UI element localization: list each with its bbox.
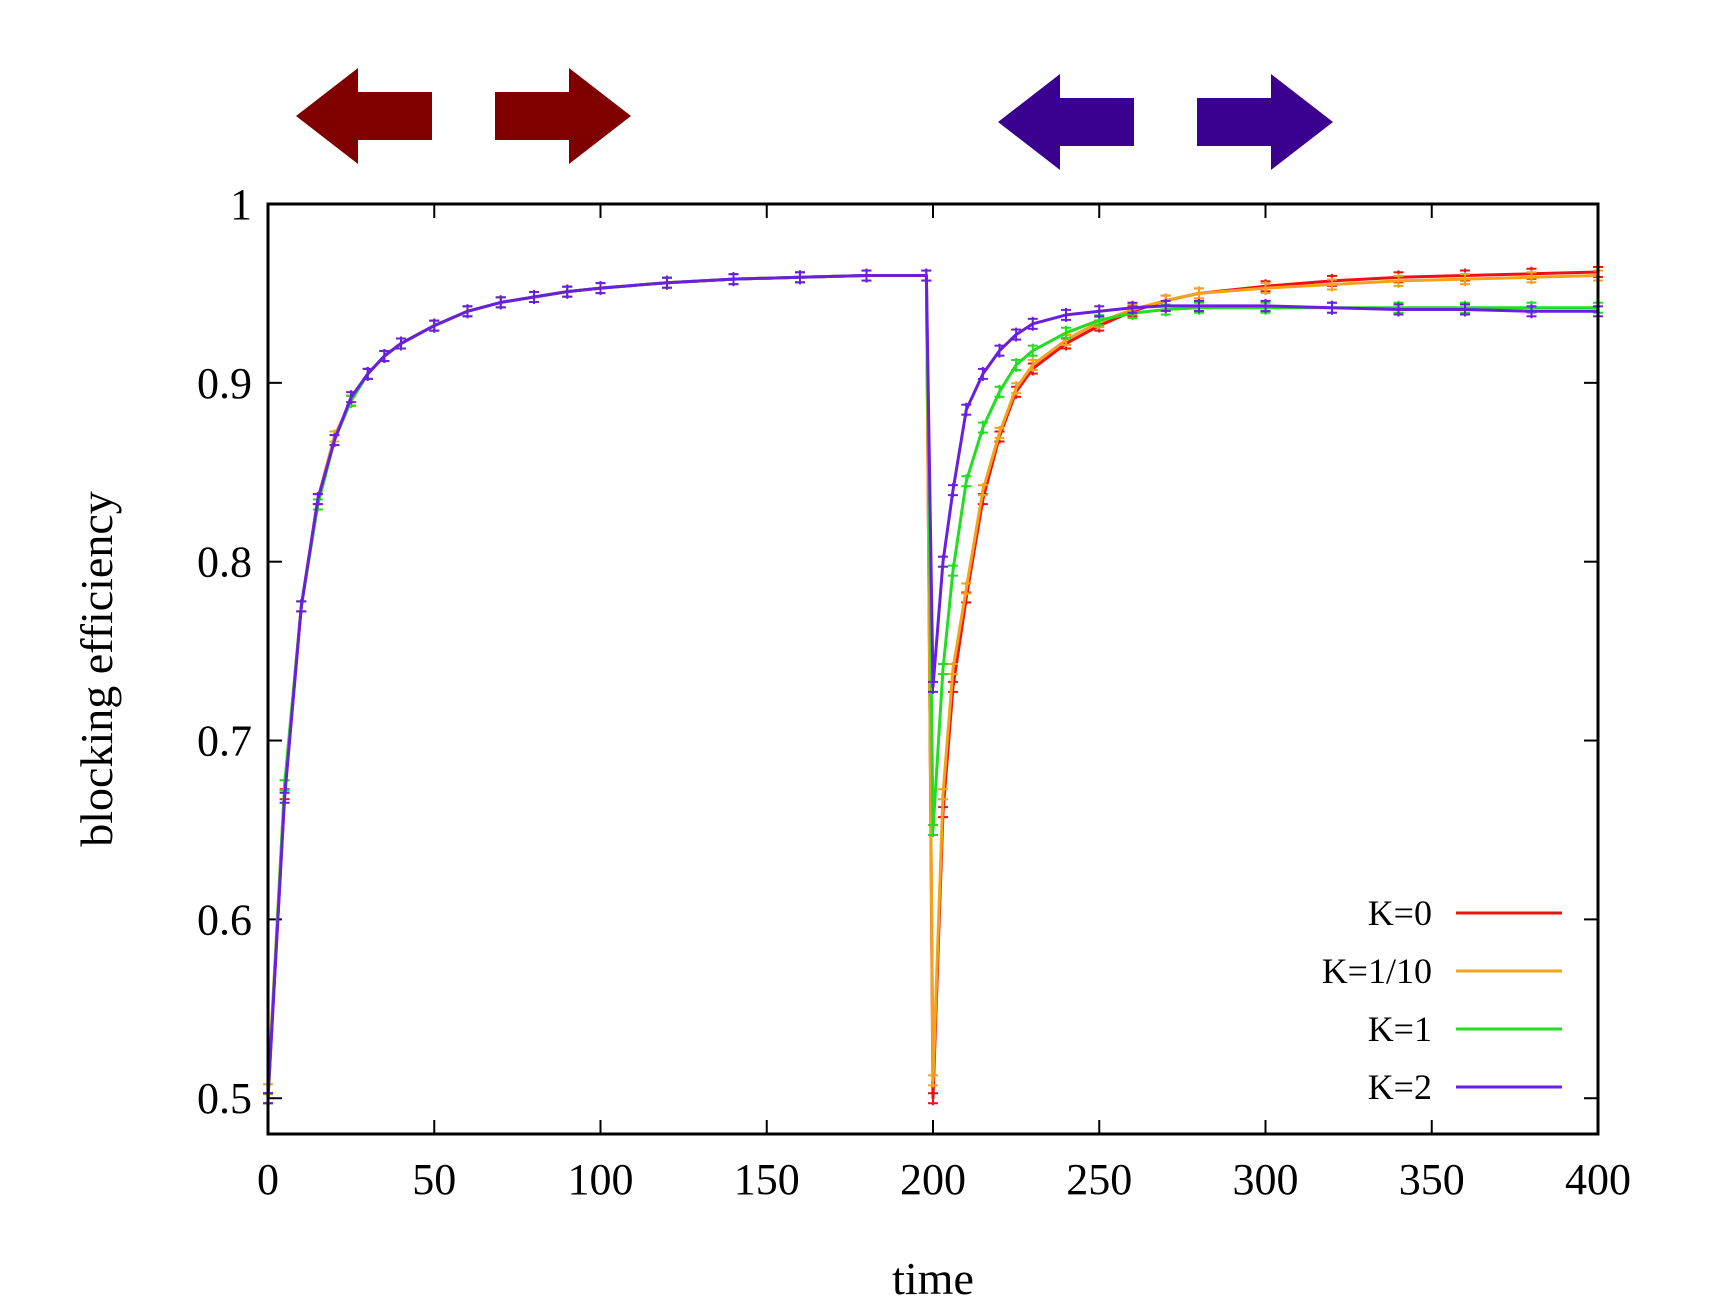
data-point-errorbar [928, 679, 938, 694]
legend-label: K=2 [1368, 1067, 1432, 1107]
data-point-errorbar [947, 483, 958, 498]
data-point-errorbar [495, 295, 506, 310]
data-point-errorbar [562, 284, 573, 299]
data-point-errorbar [1526, 270, 1537, 285]
plot-frame [266, 202, 1600, 1136]
x-tick-label: 250 [1066, 1155, 1132, 1204]
y-tick-label: 0.7 [197, 717, 252, 766]
data-point-errorbar [379, 349, 390, 364]
data-point-errorbar [1260, 281, 1271, 296]
data-point-errorbar [312, 492, 323, 507]
data-point-errorbar [1127, 300, 1138, 315]
x-tick-label: 50 [412, 1155, 456, 1204]
y-tick-label: 1 [230, 180, 252, 229]
data-point-errorbar [1260, 298, 1271, 313]
data-point-errorbar [1094, 304, 1105, 319]
data-point-errorbar [662, 275, 672, 290]
data-point-errorbar [921, 268, 932, 283]
y-tick-label: 0.6 [197, 895, 252, 944]
data-point-errorbar [795, 270, 805, 285]
data-point-errorbar [1027, 316, 1038, 331]
data-point-errorbar [396, 336, 406, 351]
data-point-errorbar [961, 402, 972, 417]
x-tick-label: 300 [1233, 1155, 1299, 1204]
data-point-errorbar [1027, 357, 1038, 372]
data-point-errorbar [977, 420, 988, 435]
y-tick-label: 0.9 [197, 359, 252, 408]
data-point-errorbar [1160, 298, 1171, 313]
data-point-errorbar [1526, 304, 1537, 319]
data-point-errorbar [937, 787, 948, 802]
data-point-errorbar [1061, 307, 1071, 322]
data-point-errorbar [928, 1073, 938, 1088]
x-axis-title: time [892, 1253, 974, 1304]
data-point-errorbar [1393, 302, 1404, 317]
series-layer [263, 264, 1603, 1106]
data-point-errorbar [346, 390, 357, 405]
data-point-errorbar [1327, 300, 1337, 315]
y-tick-label: 0.5 [197, 1074, 252, 1123]
data-point-errorbar [937, 662, 948, 676]
legend-label: K=0 [1368, 893, 1432, 933]
x-tick-label: 200 [900, 1155, 966, 1204]
legend: K=0 K=1/10 K=1 K=2 [1322, 893, 1562, 1107]
left-arrow-icon [998, 74, 1134, 170]
right-arrow-icon [495, 68, 631, 164]
data-point-errorbar [1011, 327, 1022, 342]
data-point-errorbar [429, 318, 440, 333]
data-point-errorbar [1011, 357, 1022, 372]
data-point-errorbar [595, 281, 606, 296]
data-point-errorbar [937, 554, 948, 569]
tick-labels: 0 50 100 150 200 250 300 350 400 0.5 0.6 0.7 0.8 0.9 1 [197, 180, 1631, 1204]
data-point-errorbar [1194, 286, 1204, 301]
data-point-errorbar [1393, 273, 1404, 288]
data-point-errorbar [1194, 298, 1204, 313]
data-point-errorbar [279, 790, 290, 805]
data-point-errorbar [1327, 277, 1337, 292]
data-point-errorbar [1027, 343, 1038, 358]
data-point-errorbar [362, 366, 373, 381]
x-tick-label: 350 [1399, 1155, 1465, 1204]
data-point-errorbar [994, 343, 1005, 358]
x-tick-label: 150 [734, 1155, 800, 1204]
x-tick-label: 400 [1565, 1155, 1631, 1204]
data-point-errorbar [947, 563, 958, 578]
data-point-errorbar [994, 384, 1005, 399]
y-tick-label: 0.8 [197, 538, 252, 587]
data-point-errorbar [1460, 302, 1470, 317]
annotation-arrows-left [296, 68, 631, 164]
data-point-errorbar [947, 662, 958, 676]
left-arrow-icon [296, 68, 432, 164]
data-point-errorbar [728, 272, 739, 287]
data-point-errorbar [961, 581, 972, 596]
right-arrow-icon [1197, 74, 1333, 170]
x-tick-label: 0 [257, 1155, 279, 1204]
data-point-errorbar [1011, 381, 1022, 396]
data-point-errorbar [529, 290, 539, 304]
y-axis-title: blocking efficiency [71, 491, 122, 847]
data-point-errorbar [329, 433, 340, 448]
legend-label: K=1/10 [1322, 951, 1432, 991]
data-point-errorbar [1460, 272, 1470, 287]
data-point-errorbar [462, 304, 473, 319]
data-point-errorbar [977, 366, 988, 381]
data-point-errorbar [977, 483, 988, 498]
data-point-errorbar [861, 268, 872, 283]
x-tick-label: 100 [568, 1155, 634, 1204]
data-point-errorbar [928, 1091, 938, 1106]
data-point-errorbar [961, 474, 972, 489]
legend-label: K=1 [1368, 1009, 1432, 1049]
data-point-errorbar [1061, 325, 1071, 340]
annotation-arrows-right [998, 74, 1333, 170]
data-point-errorbar [296, 599, 307, 614]
data-point-errorbar [994, 425, 1005, 440]
data-point-errorbar [928, 822, 938, 837]
